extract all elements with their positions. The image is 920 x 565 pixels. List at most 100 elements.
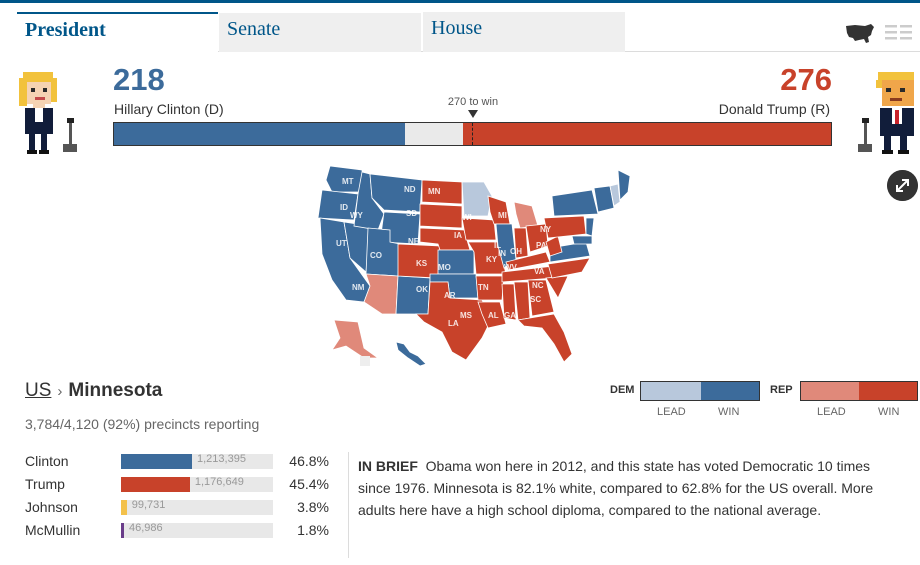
map-state-ga [527,279,555,317]
map-state-label: CO [370,251,382,260]
clinton-name: Hillary Clinton (D) [114,101,224,117]
electoral-bar-rep [463,123,831,145]
map-state-label: WY [350,211,364,220]
map-state-nm [395,275,431,315]
view-toggle [843,18,915,48]
map-state-la [477,301,507,329]
vote-percent: 1.8% [297,522,329,538]
vote-bar-fill [121,454,192,469]
map-state-label: TN [478,283,489,292]
map-state-nc [547,257,591,279]
vote-count: 1,176,649 [194,476,244,488]
vote-bar-fill [121,500,127,515]
rep-win-swatch [859,382,917,400]
vote-bar-fill [121,523,124,538]
candidate-results: Clinton 1,213,395 46.8% Trump 1,176,649 … [25,452,335,544]
in-brief: IN BRIEF Obama won here in 2012, and thi… [358,455,904,521]
map-state-mo [467,241,507,275]
map-state-label: LA [448,319,459,328]
breadcrumb: US › Minnesota [25,380,162,402]
dem-lead-label: LEAD [657,406,686,418]
map-state-label: OH [510,247,522,256]
map-state-label: MS [460,311,473,320]
map-state-label: ID [340,203,348,212]
map-state-me [617,169,631,201]
vote-count: 99,731 [131,499,166,511]
result-row: Johnson 99,731 3.8% [25,498,335,521]
map-state-wa [325,165,365,193]
map-state-fl [517,313,573,363]
map-state-mn [461,181,493,217]
dem-lead-swatch [641,382,701,400]
clinton-electoral-votes: 218 [113,62,165,97]
map-state-label: AR [444,291,456,300]
candidate-name: Clinton [25,453,69,469]
map-state-nh [609,183,621,207]
map-state-or [317,189,359,221]
map-state-nd [421,179,463,205]
section-divider [348,452,349,558]
map-state-label: KS [416,259,428,268]
map-state-label: OK [416,285,428,294]
map-state-al [513,281,531,321]
tab-president[interactable]: President [17,12,218,52]
map-state-ia [461,217,497,241]
map-state-az [363,273,399,315]
vote-bar-track [121,454,273,469]
map-state-label: IN [498,249,506,258]
map-state-mi [513,201,539,229]
map-state-nj [585,217,595,237]
trump-name: Donald Trump (R) [718,101,830,117]
expand-map-button[interactable] [887,170,918,201]
dem-legend-label: DEM [610,384,635,396]
dem-win-label: WIN [718,406,740,418]
map-state-label: WI [462,213,472,222]
map-state-md [571,235,593,245]
map-state-label: VA [534,267,545,276]
candidate-name: McMullin [25,522,81,538]
map-state-ne-states [593,185,615,213]
top-accent-line [0,0,920,3]
map-state-label: MI [498,211,507,220]
vote-count: 46,986 [129,522,163,534]
result-row: Clinton 1,213,395 46.8% [25,452,335,475]
map-state-label: NM [352,283,365,292]
us-map-icon[interactable] [845,22,875,44]
map-state-label: MN [428,187,441,196]
rep-legend-swatch [800,381,918,401]
map-state-label: IL [494,241,501,250]
map-state-label: SC [530,295,541,304]
map-state-hi [395,341,427,367]
map-state-label: AL [488,311,499,320]
result-row: McMullin 46,986 1.8% [25,521,335,544]
map-state-label: WV [504,263,518,272]
race-tabs: President Senate House [17,12,920,52]
map-state-label: MO [438,263,451,272]
trump-electoral-votes: 276 [780,62,832,97]
vote-percent: 46.8% [289,453,329,469]
map-state-label: ND [404,185,416,194]
map-state-in [513,227,529,259]
tab-house[interactable]: House [423,12,625,52]
breadcrumb-chevron-icon: › [57,383,63,400]
vote-bar-track [121,523,273,538]
map-state-label: NC [532,281,544,290]
dem-legend-swatch [640,381,760,401]
breadcrumb-state: Minnesota [68,380,163,401]
map-state-wv [545,235,563,257]
breadcrumb-us-link[interactable]: US [25,380,52,401]
in-brief-heading: IN BRIEF [358,458,418,474]
map-state-label: MT [342,177,354,186]
map-state-label: IA [454,231,462,240]
list-icon[interactable] [885,24,913,44]
tab-senate[interactable]: Senate [219,12,421,52]
vote-bar-fill [121,477,190,492]
precincts-reporting: 3,784/4,120 (92%) precincts reporting [25,416,260,432]
map-state-sd [419,203,463,229]
rep-legend-label: REP [770,384,793,396]
map-gray-box [360,356,370,366]
in-brief-text: Obama won here in 2012, and this state h… [358,458,874,518]
vote-percent: 45.4% [289,476,329,492]
